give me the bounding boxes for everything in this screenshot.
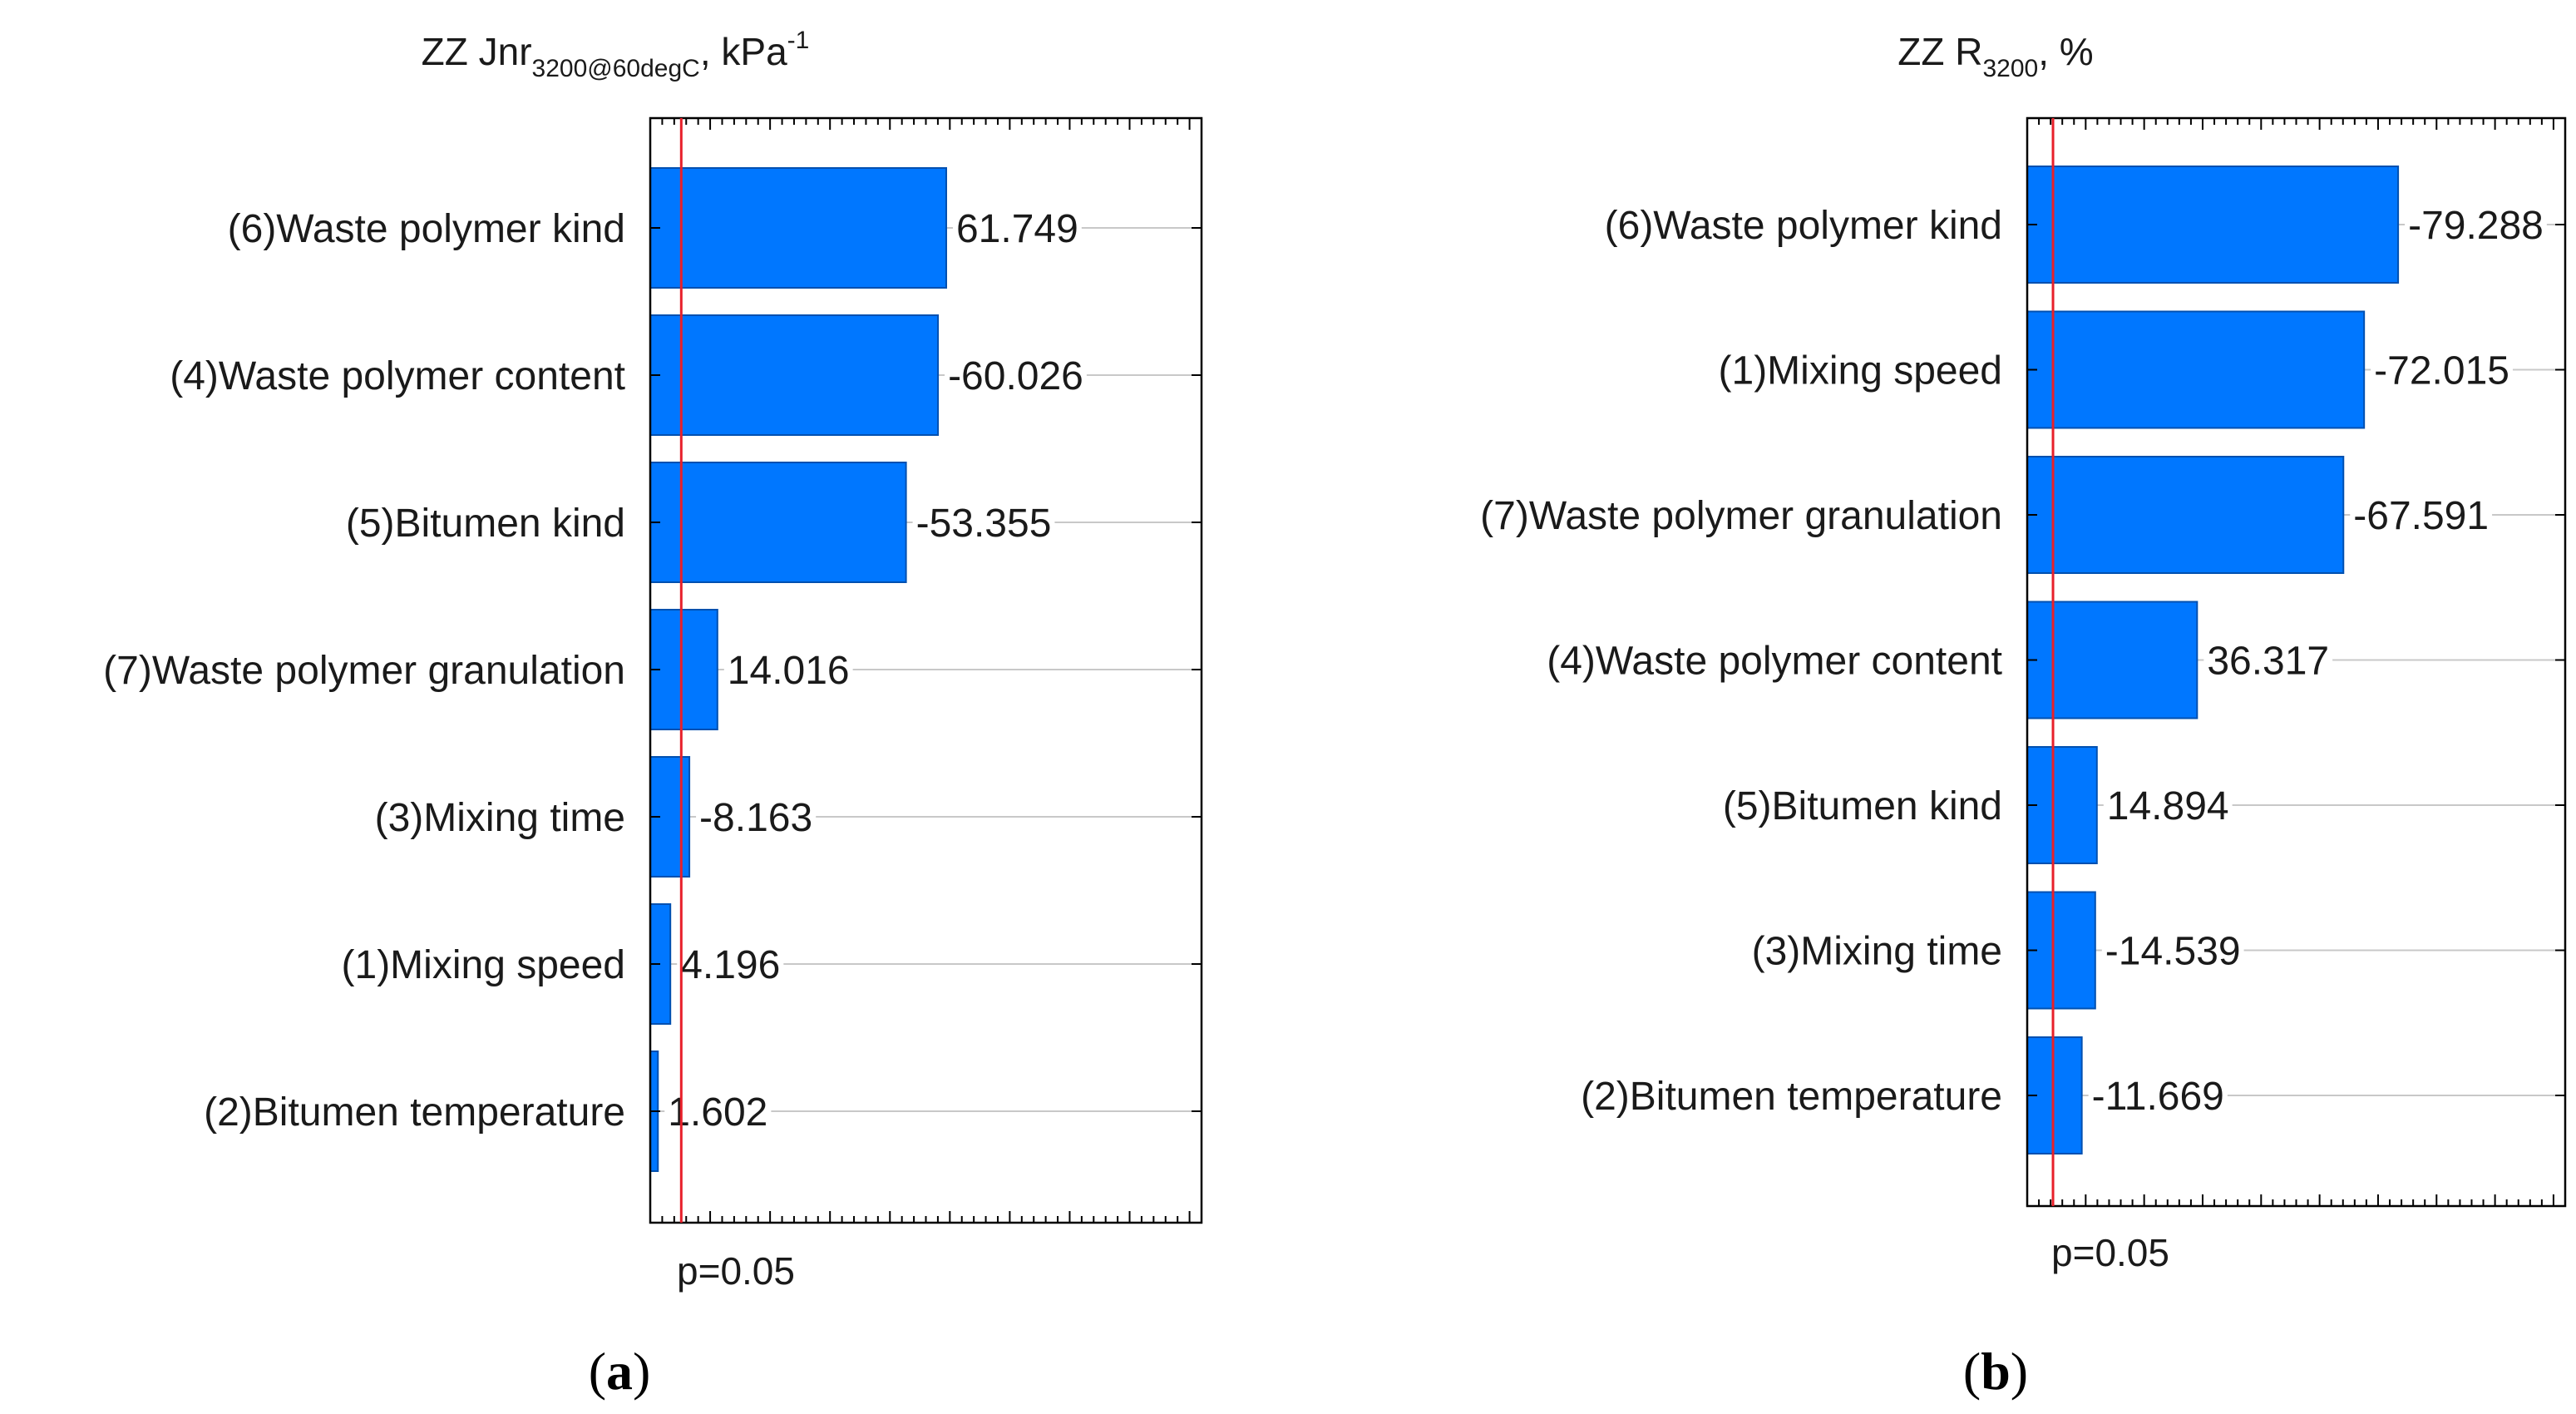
chart-panel-b: ZZ R3200, % -79.288 (6)Waste polymer kind -… [1480, 30, 2567, 1401]
bar [2026, 456, 2345, 574]
bar [2026, 891, 2096, 1010]
bar [2026, 166, 2400, 284]
value-label-bg [2203, 639, 2333, 684]
reference-line-label: p=0.05 [2051, 1231, 2169, 1274]
category-label: (2)Bitumen temperature [204, 1090, 625, 1135]
reference-line-label: p=0.05 [677, 1249, 795, 1293]
category-label: (3)Mixing time [375, 796, 625, 840]
chart-panel-a: ZZ Jnr3200@60degC, kPa-1 61.749 (6)Waste p… [103, 27, 1203, 1401]
category-label: (1)Mixing speed [342, 943, 625, 987]
bar [2026, 601, 2198, 719]
value-label-bg [2101, 929, 2244, 974]
category-label: (1)Mixing speed [1719, 349, 2002, 393]
value-label-bg [2350, 494, 2493, 538]
value-label-bg [2371, 349, 2513, 393]
value-label: 36.317 [2207, 640, 2329, 684]
value-label: -14.539 [2105, 930, 2241, 974]
category-label: (3)Mixing time [1752, 930, 2002, 974]
value-label: -53.355 [916, 502, 1052, 546]
value-label: 14.016 [728, 649, 850, 693]
value-label: -72.015 [2374, 349, 2509, 393]
value-label-bg [2405, 204, 2547, 248]
bar [649, 167, 947, 289]
panel-label: (a) [589, 1342, 651, 1401]
panel-label: (b) [1963, 1342, 2028, 1401]
value-label-bg [723, 649, 853, 693]
category-label: (7)Waste polymer granulation [103, 649, 625, 693]
bar [2026, 746, 2098, 864]
value-label-bg [2103, 784, 2233, 828]
bar [2026, 310, 2366, 429]
value-label: -11.669 [2092, 1075, 2224, 1119]
category-label: (5)Bitumen kind [346, 502, 625, 546]
value-label: 1.602 [668, 1090, 767, 1135]
value-label: 4.196 [680, 943, 780, 987]
value-label: 61.749 [956, 207, 1078, 251]
chart-title: ZZ Jnr3200@60degC, kPa-1 [422, 27, 810, 82]
value-label-bg [677, 943, 784, 987]
value-label: -8.163 [699, 796, 812, 840]
category-label: (6)Waste polymer kind [1605, 204, 2002, 248]
category-label: (7)Waste polymer granulation [1480, 494, 2002, 538]
value-label: -60.026 [948, 354, 1083, 398]
bar [649, 462, 907, 583]
category-label: (5)Bitumen kind [1723, 784, 2002, 828]
category-label: (4)Waste polymer content [170, 354, 625, 398]
bar [649, 314, 940, 436]
value-label-bg [952, 207, 1082, 251]
category-label: (4)Waste polymer content [1547, 640, 2002, 684]
value-label-bg [945, 354, 1087, 398]
value-label: -67.591 [2353, 494, 2489, 538]
bar [2026, 1036, 2083, 1154]
value-label-bg [912, 502, 1055, 546]
value-label: 14.894 [2107, 784, 2229, 828]
category-label: (6)Waste polymer kind [228, 207, 625, 251]
value-label-bg [696, 796, 817, 840]
chart-title: ZZ R3200, % [1897, 30, 2093, 82]
category-label: (2)Bitumen temperature [1581, 1075, 2002, 1119]
value-label-bg [2088, 1075, 2228, 1119]
bar [649, 609, 718, 730]
value-label: -79.288 [2408, 204, 2544, 248]
